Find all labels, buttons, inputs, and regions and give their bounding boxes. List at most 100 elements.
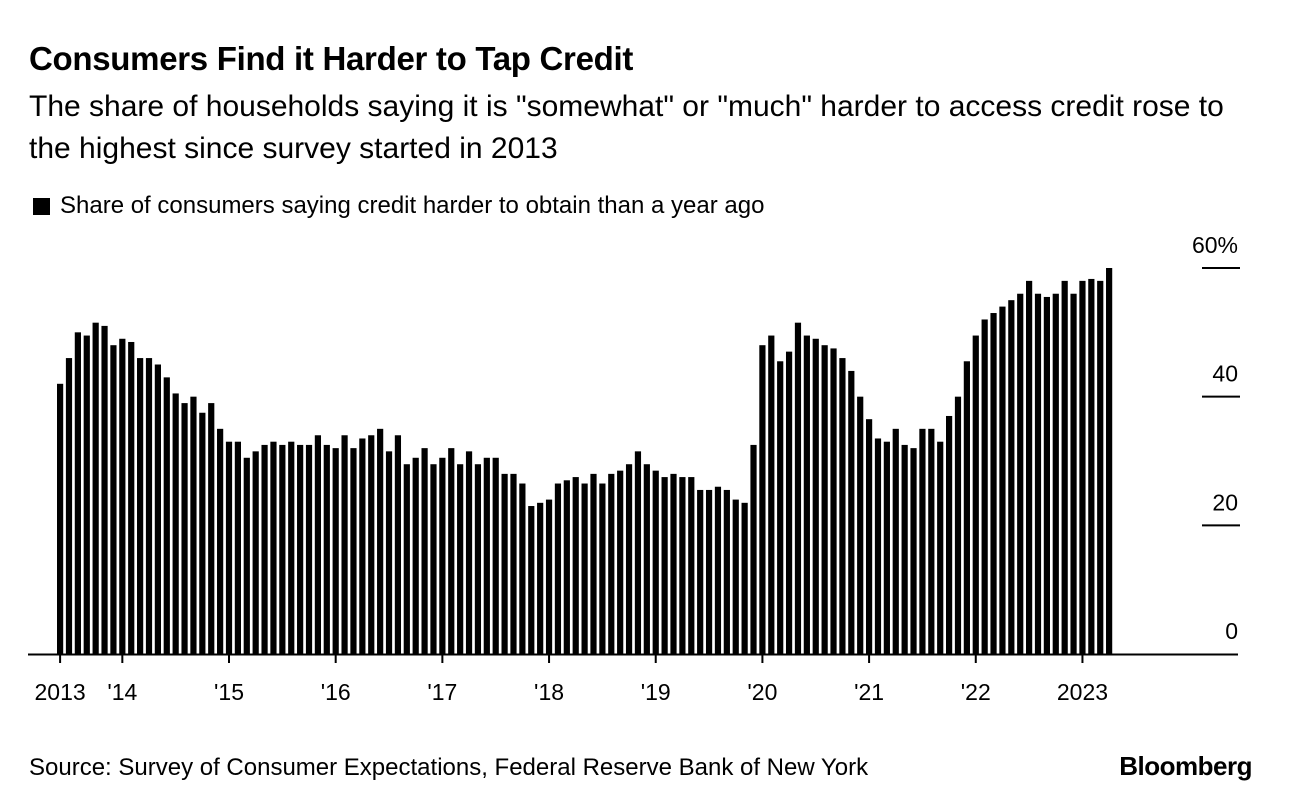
bar	[688, 477, 695, 654]
bar	[768, 335, 775, 654]
bar	[634, 451, 642, 654]
bar	[412, 457, 419, 654]
bar	[297, 444, 304, 654]
bar	[848, 370, 855, 654]
chart-title: Consumers Find it Harder to Tap Credit	[29, 40, 634, 77]
bar	[821, 345, 828, 654]
legend: Share of consumers saying credit harder …	[33, 192, 764, 220]
x-tick-label: '22	[961, 679, 991, 705]
bar	[1097, 280, 1104, 654]
bar	[839, 358, 846, 654]
bar	[590, 473, 597, 654]
bar	[1088, 278, 1095, 654]
bar	[652, 470, 659, 654]
x-tick-label: '17	[427, 679, 457, 705]
bar	[137, 358, 144, 654]
x-tick-label: 2023	[1057, 679, 1108, 705]
x-tick-label: '14	[107, 679, 137, 705]
bar	[901, 444, 908, 654]
bar	[377, 428, 384, 654]
bar	[528, 506, 535, 654]
bar	[1034, 293, 1042, 654]
bar	[1106, 268, 1113, 654]
bar	[963, 361, 970, 654]
bar	[448, 448, 455, 654]
bar	[323, 444, 330, 654]
bar	[172, 393, 179, 654]
bar	[74, 332, 81, 654]
bar	[65, 358, 73, 654]
bar	[243, 457, 250, 654]
bar	[217, 428, 224, 654]
bar	[225, 441, 233, 654]
bar	[617, 470, 624, 654]
bar	[145, 358, 153, 654]
bar	[670, 473, 677, 654]
bar	[430, 464, 437, 654]
bar	[474, 464, 482, 654]
y-tick-label: 60%	[1192, 232, 1238, 258]
bar	[981, 319, 988, 654]
legend-label: Share of consumers saying credit harder …	[60, 192, 765, 219]
bar	[714, 486, 722, 654]
bar	[537, 502, 544, 654]
bar	[812, 338, 819, 654]
bar	[946, 415, 953, 654]
bar	[865, 419, 873, 654]
bar	[785, 351, 793, 654]
bar	[92, 322, 99, 654]
bar	[732, 499, 739, 654]
bar	[110, 345, 117, 654]
bar	[492, 457, 499, 654]
bar	[928, 428, 935, 654]
bar	[723, 489, 730, 654]
bar	[439, 457, 446, 654]
bar	[119, 338, 126, 654]
bar	[305, 444, 313, 654]
bar	[359, 438, 366, 654]
bar	[1017, 293, 1024, 654]
bar	[910, 448, 917, 654]
bar	[368, 435, 375, 654]
bar	[279, 444, 286, 654]
bar	[972, 335, 979, 654]
bar	[794, 322, 802, 654]
bar	[1070, 293, 1077, 654]
x-tick-label: 2013	[35, 679, 86, 705]
bar	[83, 335, 90, 654]
bar	[270, 441, 277, 654]
bar	[608, 473, 615, 654]
bar	[128, 341, 135, 654]
bar	[990, 313, 997, 654]
bar	[314, 435, 322, 654]
bar	[1008, 300, 1015, 654]
x-tick-label: '15	[214, 679, 244, 705]
bar	[234, 441, 241, 654]
bar	[332, 448, 339, 654]
bar	[341, 435, 348, 654]
bar	[919, 428, 926, 654]
bar	[563, 480, 570, 654]
bar	[394, 435, 402, 654]
bar	[705, 489, 713, 654]
bar	[1043, 296, 1050, 654]
bar	[483, 457, 490, 654]
bar	[750, 444, 757, 654]
bar	[830, 348, 837, 654]
bar	[350, 448, 357, 654]
bar	[190, 396, 197, 654]
bar	[777, 361, 784, 654]
bar	[1061, 280, 1068, 654]
bar	[883, 441, 890, 654]
bar	[937, 441, 944, 654]
bar	[759, 345, 766, 654]
bar	[457, 464, 464, 654]
bar	[643, 464, 650, 654]
bar	[892, 428, 899, 654]
legend-swatch	[33, 197, 50, 215]
bar	[1079, 280, 1086, 654]
bar	[252, 451, 259, 654]
bar	[599, 483, 606, 654]
bar	[954, 396, 962, 654]
